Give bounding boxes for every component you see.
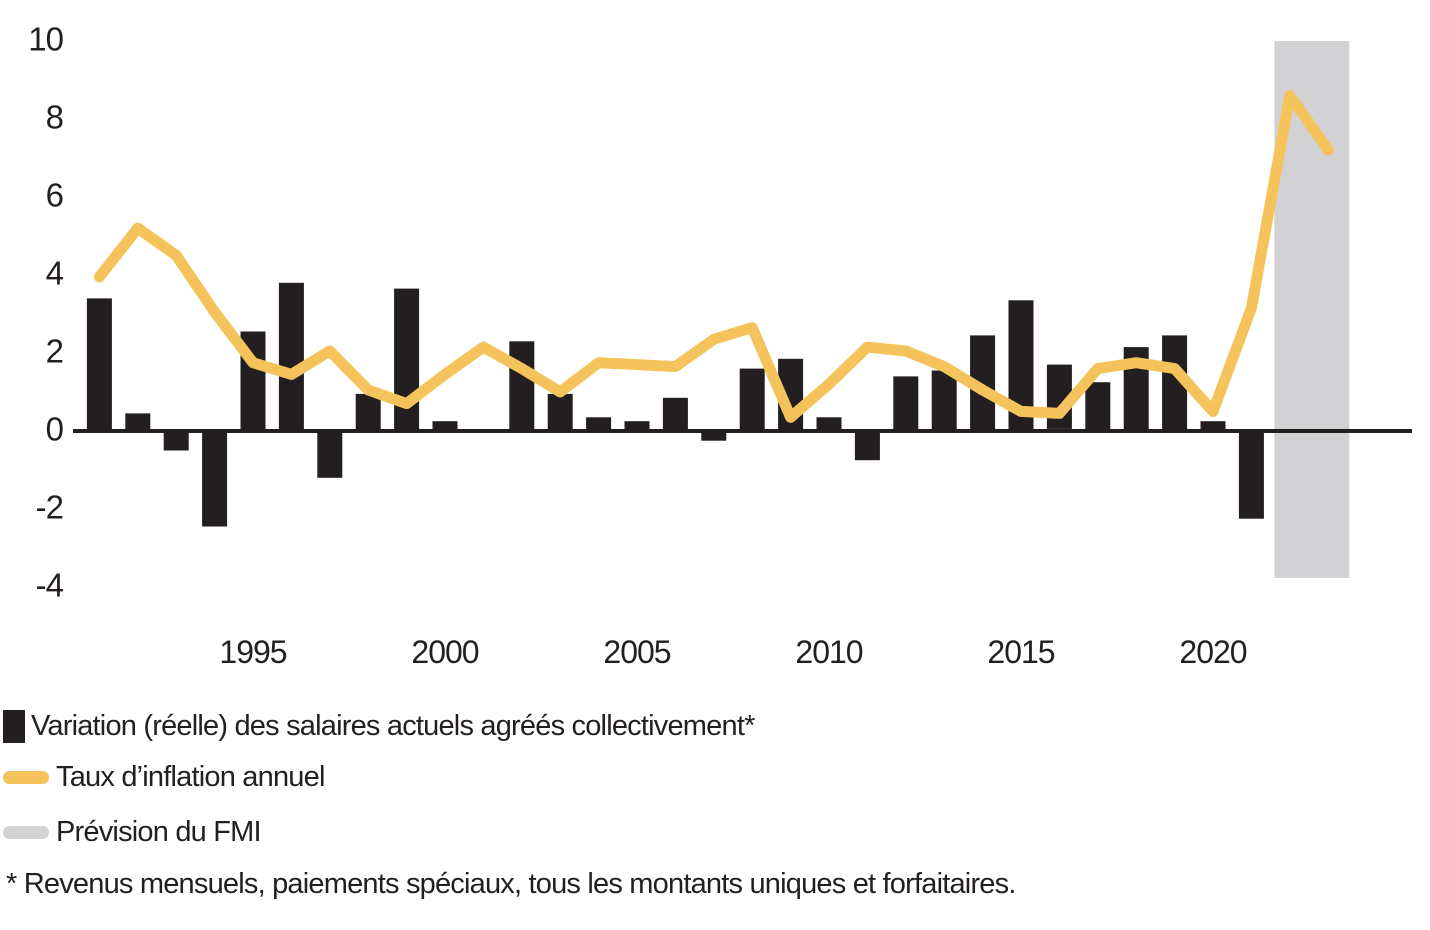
legend-item-inflation: Taux d’inflation annuel <box>3 757 325 797</box>
x-tick-label: 2015 <box>987 634 1054 670</box>
wage-bar-1993 <box>163 429 189 451</box>
wage-bar-2021 <box>1238 429 1264 519</box>
wage-bar-2006 <box>662 397 688 429</box>
y-tick-label: 4 <box>46 255 64 292</box>
wage-bar-2008 <box>739 368 765 430</box>
wage-bar-2004 <box>586 417 612 429</box>
y-tick-label: -2 <box>36 489 63 526</box>
x-tick-label: 1995 <box>219 634 286 670</box>
inflation-line <box>93 90 1334 423</box>
x-tick-label: 2010 <box>795 634 862 670</box>
y-tick-label: 0 <box>46 411 64 448</box>
legend-item-forecast: Prévision du FMI <box>3 812 262 852</box>
y-tick-label: 10 <box>28 21 63 58</box>
legend-label-inflation: Taux d’inflation annuel <box>56 760 325 793</box>
wage-bar-2012 <box>893 376 919 430</box>
inflation-swatch <box>3 770 49 784</box>
plot-area: 10 8 6 4 2 0 -2 -4 1995 2000 2005 2010 2015 2020 <box>28 21 1412 670</box>
wage-bar-2005 <box>624 421 650 429</box>
wage-bar-2013 <box>931 370 957 429</box>
legend-label-wages: Variation (réelle) des salaires actuels … <box>31 709 755 742</box>
wage-bar-1994 <box>202 429 228 527</box>
wage-bar-1997 <box>317 429 343 478</box>
y-tick-label: 8 <box>46 99 63 136</box>
wages-swatch <box>3 709 25 743</box>
forecast-swatch <box>3 825 49 839</box>
footnote: * Revenus mensuels, paiements spéciaux, … <box>6 868 1016 900</box>
x-tick-label: 2005 <box>603 634 670 670</box>
wage-bar-2010 <box>816 417 842 429</box>
x-tick-label: 2020 <box>1179 634 1246 670</box>
legend-label-forecast: Prévision du FMI <box>56 815 262 848</box>
x-tick-label: 2000 <box>411 634 478 670</box>
wage-bar-2011 <box>854 429 880 461</box>
wage-bar-2017 <box>1085 382 1111 429</box>
wage-bar-2000 <box>432 421 458 429</box>
legend-item-wages: Variation (réelle) des salaires actuels … <box>3 706 755 746</box>
y-tick-label: -4 <box>36 567 64 604</box>
wage-bar-1991 <box>86 298 112 430</box>
wage-bar-2003 <box>547 393 573 429</box>
wage-bar-2007 <box>701 429 727 441</box>
y-tick-label: 6 <box>46 177 63 214</box>
y-tick-label: 2 <box>46 333 63 370</box>
wage-bar-2020 <box>1200 421 1226 429</box>
wage-bar-2002 <box>509 341 535 430</box>
wage-bar-1992 <box>125 413 151 429</box>
wage-bar-1998 <box>355 393 381 429</box>
wage-bar-1996 <box>278 282 304 430</box>
